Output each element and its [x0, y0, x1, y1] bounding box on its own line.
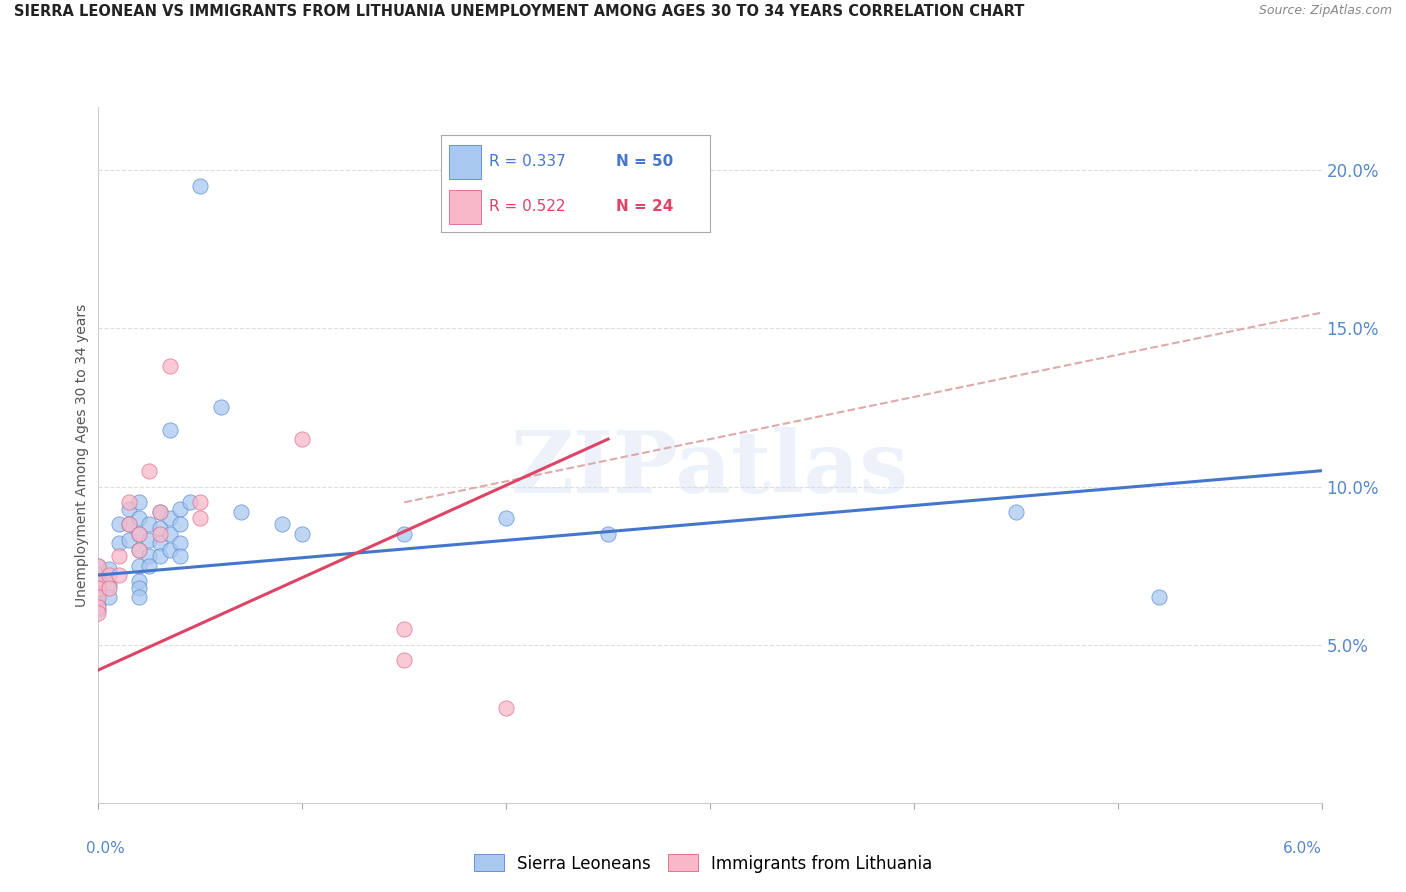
Point: [128, 495, 150, 509]
Point: [87, 558, 110, 573]
Point: [149, 536, 172, 550]
Point: [149, 505, 172, 519]
Point: [108, 536, 131, 550]
Point: [495, 511, 517, 525]
Point: [87, 574, 110, 589]
Legend: Sierra Leoneans, Immigrants from Lithuania: Sierra Leoneans, Immigrants from Lithuan…: [467, 847, 939, 880]
Point: [1004, 505, 1026, 519]
Point: [188, 495, 212, 509]
Text: Source: ZipAtlas.com: Source: ZipAtlas.com: [1258, 4, 1392, 18]
Point: [188, 511, 212, 525]
Point: [270, 517, 292, 532]
Point: [149, 549, 172, 563]
Point: [118, 517, 141, 532]
Point: [118, 501, 141, 516]
Point: [1147, 591, 1170, 605]
Point: [188, 179, 212, 194]
Point: [97, 591, 120, 605]
Point: [138, 517, 160, 532]
Point: [229, 505, 253, 519]
Point: [169, 501, 191, 516]
Point: [138, 533, 160, 548]
Point: [149, 521, 172, 535]
Text: 0.0%: 0.0%: [86, 841, 125, 856]
Point: [128, 591, 150, 605]
Point: [87, 581, 110, 595]
Point: [97, 577, 120, 591]
Point: [128, 527, 150, 541]
Point: [118, 533, 141, 548]
Point: [87, 591, 110, 605]
Point: [149, 527, 172, 541]
Point: [108, 568, 131, 582]
Point: [138, 464, 160, 478]
Point: [392, 622, 416, 636]
Point: [87, 574, 110, 589]
Point: [87, 568, 110, 582]
Point: [128, 581, 150, 595]
Point: [87, 581, 110, 595]
Point: [138, 558, 160, 573]
Point: [169, 517, 191, 532]
Point: [118, 495, 141, 509]
Point: [108, 549, 131, 563]
Point: [149, 505, 172, 519]
Point: [87, 587, 110, 601]
Point: [128, 527, 150, 541]
Point: [596, 527, 619, 541]
Point: [159, 359, 181, 374]
Point: [87, 606, 110, 620]
Point: [169, 549, 191, 563]
Text: ZIPatlas: ZIPatlas: [510, 427, 910, 511]
Text: SIERRA LEONEAN VS IMMIGRANTS FROM LITHUANIA UNEMPLOYMENT AMONG AGES 30 TO 34 YEA: SIERRA LEONEAN VS IMMIGRANTS FROM LITHUA…: [14, 4, 1025, 20]
Y-axis label: Unemployment Among Ages 30 to 34 years: Unemployment Among Ages 30 to 34 years: [76, 303, 90, 607]
Point: [159, 542, 181, 557]
Point: [97, 562, 120, 576]
Point: [87, 603, 110, 617]
Point: [128, 511, 150, 525]
Point: [291, 527, 314, 541]
Point: [392, 653, 416, 667]
Point: [209, 401, 232, 415]
Point: [159, 423, 181, 437]
Point: [118, 517, 141, 532]
Point: [128, 574, 150, 589]
Point: [128, 542, 150, 557]
Point: [392, 527, 416, 541]
Point: [97, 581, 120, 595]
Point: [291, 432, 314, 446]
Point: [108, 517, 131, 532]
Point: [128, 542, 150, 557]
Point: [97, 568, 120, 582]
Point: [169, 536, 191, 550]
Point: [87, 558, 110, 573]
Point: [138, 549, 160, 563]
Point: [159, 511, 181, 525]
Point: [495, 701, 517, 715]
Text: 6.0%: 6.0%: [1282, 841, 1322, 856]
Point: [128, 558, 150, 573]
Point: [159, 527, 181, 541]
Point: [179, 495, 201, 509]
Point: [87, 599, 110, 614]
Point: [87, 597, 110, 611]
